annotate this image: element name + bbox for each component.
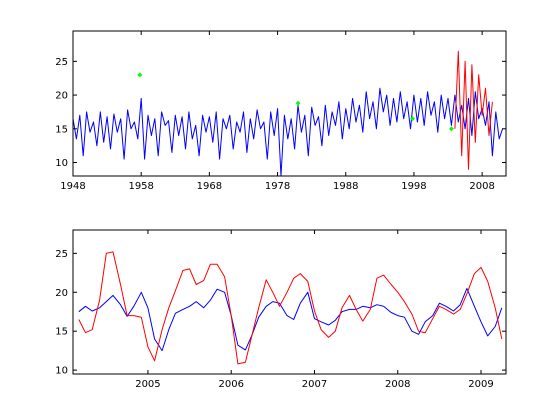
bottom-y-tick-label: 15 xyxy=(55,327,68,338)
top-marker-point xyxy=(295,100,301,106)
bottom-series-line-blue xyxy=(78,287,503,352)
top-series-line-red xyxy=(454,50,493,170)
top-y-tick-label: 20 xyxy=(55,91,68,102)
top-x-tick-label: 1978 xyxy=(265,181,290,192)
top-x-tick-label: 2008 xyxy=(469,181,494,192)
top-series-line-blue xyxy=(73,87,504,176)
top-x-tick-label: 1998 xyxy=(401,181,426,192)
bottom-y-tick-label: 10 xyxy=(55,366,68,377)
bottom-series-line-red xyxy=(78,251,503,365)
bottom-x-tick-label: 2007 xyxy=(302,379,327,390)
top-axes-frame xyxy=(72,30,507,177)
bottom-y-tick-label: 20 xyxy=(55,288,68,299)
top-y-tick-label: 10 xyxy=(55,158,68,169)
bottom-axes-frame xyxy=(72,229,507,375)
bottom-panel: 2005 2006 2007 2008 2009 10 15 20 25 xyxy=(55,229,507,390)
top-panel: 1948 1958 1968 1978 1988 1998 2008 10 15 20 25 xyxy=(55,30,507,192)
top-y-tick-label: 25 xyxy=(55,57,68,68)
bottom-x-tick-label: 2006 xyxy=(218,379,243,390)
top-marker-point xyxy=(410,116,416,122)
top-y-tick-label: 15 xyxy=(55,124,68,135)
top-x-tick-label: 1958 xyxy=(128,181,153,192)
bottom-x-tick-label: 2005 xyxy=(135,379,160,390)
bottom-plot-area xyxy=(78,251,503,365)
top-plot-area xyxy=(73,50,504,176)
bottom-y-tick-label: 25 xyxy=(55,249,68,260)
bottom-x-tick-label: 2009 xyxy=(468,379,493,390)
top-marker-point xyxy=(137,72,143,78)
top-x-tick-label: 1948 xyxy=(60,181,85,192)
top-x-tick-label: 1988 xyxy=(333,181,358,192)
top-marker-point xyxy=(449,126,454,132)
bottom-x-tick-label: 2008 xyxy=(385,379,410,390)
top-x-tick-label: 1968 xyxy=(197,181,222,192)
